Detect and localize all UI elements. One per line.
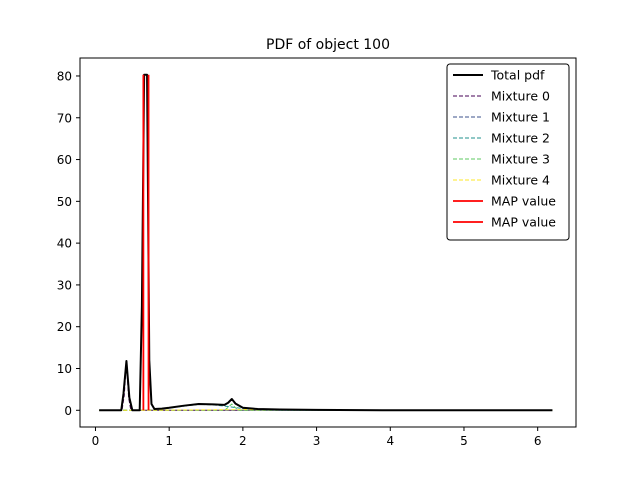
y-tick-label: 50 (57, 195, 72, 209)
y-axis: 0 10 20 30 40 50 60 70 80 (57, 69, 80, 418)
series-line-4 (99, 403, 553, 411)
plot-area (99, 73, 553, 412)
legend: Total pdf Mixture 0 Mixture 1 Mixture 2 Mixt… (446, 63, 570, 241)
x-tick-label: 6 (534, 434, 542, 448)
legend-label-0: Total pdf (490, 68, 545, 83)
legend-label-2: Mixture 1 (491, 110, 550, 125)
legend-label-7: MAP value (491, 215, 556, 230)
x-axis: 0 1 2 3 4 5 6 (92, 427, 542, 448)
legend-label-3: Mixture 2 (491, 131, 550, 146)
y-tick-label: 80 (57, 69, 72, 83)
x-tick-label: 2 (239, 434, 247, 448)
x-tick-label: 5 (460, 434, 468, 448)
axes-frame (79, 57, 577, 428)
legend-label-5: Mixture 4 (491, 173, 550, 188)
legend-label-4: Mixture 3 (491, 152, 550, 167)
x-tick-label: 3 (313, 434, 321, 448)
x-tick-label: 4 (386, 434, 394, 448)
legend-label-1: Mixture 0 (491, 89, 550, 104)
y-tick-label: 70 (57, 111, 72, 125)
y-tick-label: 10 (57, 362, 72, 376)
x-tick-label: 1 (165, 434, 173, 448)
y-tick-label: 0 (64, 404, 72, 418)
x-tick-label: 0 (92, 434, 100, 448)
y-tick-label: 30 (57, 278, 72, 292)
chart-title: PDF of object 100 (266, 37, 390, 53)
y-tick-label: 40 (57, 237, 72, 251)
legend-label-6: MAP value (491, 194, 556, 209)
y-tick-label: 60 (57, 153, 72, 167)
legend-box (446, 63, 570, 241)
series-line-0 (99, 73, 553, 412)
y-tick-label: 20 (57, 320, 72, 334)
